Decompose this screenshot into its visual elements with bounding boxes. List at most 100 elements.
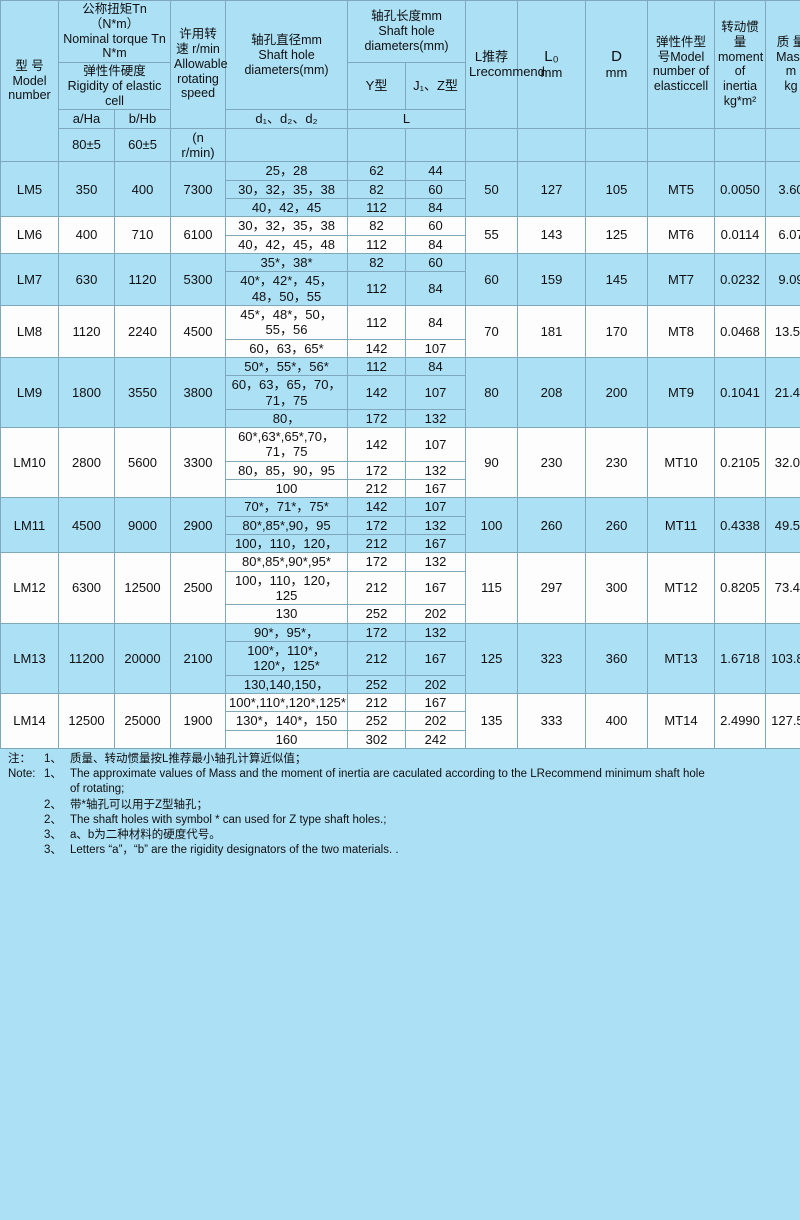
cell-length-y-type: 82: [347, 179, 407, 199]
cell-length-jz-type: 60: [405, 216, 467, 236]
cell-elastic-cell-model: MT12: [647, 552, 716, 624]
cell-l-recommend: 125: [465, 622, 519, 695]
cell-model-number: LM12: [0, 552, 59, 624]
cell-shaft-hole-diameter: 130: [225, 604, 349, 624]
cell-torque-b: 1120: [113, 252, 172, 306]
cell-length-y-type: 112: [347, 271, 407, 306]
cell-length-jz-type: 132: [405, 552, 467, 572]
cell-moment-of-inertia: 0.8205: [714, 552, 767, 624]
header-row-4: 80±5 60±5 (n r/min): [1, 127, 800, 163]
cell-allowable-speed: 3300: [170, 427, 227, 499]
header-l0-spacer: [517, 127, 587, 163]
cell-length-y-type: 212: [347, 641, 407, 676]
cell-length-jz-type: 202: [405, 604, 467, 624]
table-row: LM9 1800 3550 3800 50*，55*，56* 112 84 80 208 200 M…: [0, 356, 800, 429]
cell-torque-b: 5600: [113, 427, 172, 499]
cell-shaft-hole-diameter: 130*，140*，150: [225, 711, 349, 731]
header-mass-spacer: [765, 127, 800, 163]
cell-shaft-hole-diameter: 80*,85*,90*,95*: [225, 552, 349, 572]
header-l-label: L: [347, 109, 467, 129]
note-text: a、b为二种材料的硬度代号。: [70, 828, 221, 841]
cell-elastic-cell-model: MT6: [647, 216, 716, 254]
note-row-en-2: 2、 The shaft holes with symbol * can use…: [0, 813, 800, 828]
cell-shaft-hole-diameter: 100*，110*，120*，125*: [225, 641, 349, 676]
note-text: The shaft holes with symbol * can used f…: [70, 813, 387, 826]
cell-moment-of-inertia: 0.4338: [714, 497, 767, 554]
coupling-spec-table: 型 号 Model number 公称扭矩Tn（N*m） Nominal tor…: [0, 0, 800, 750]
cell-torque-b: 25000: [113, 693, 172, 750]
cell-length-jz-type: 107: [405, 497, 467, 517]
cell-shaft-hole-diameter: 70*，71*，75*: [225, 497, 349, 517]
cell-torque-a: 2800: [58, 427, 115, 499]
cell-l-recommend: 115: [465, 552, 519, 624]
cell-torque-a: 1800: [58, 356, 115, 429]
cell-shaft-hole-diameter: 45*，48*，50，55，56: [225, 304, 349, 340]
note-text: The approximate values of Mass and the m…: [70, 768, 705, 781]
cell-allowable-speed: 4500: [170, 304, 227, 358]
cell-l0: 127: [517, 161, 587, 218]
cell-shaft-hole-diameter: 100*,110*,120*,125*: [225, 693, 349, 713]
table-row: LM8 1120 2240 4500 45*，48*，50，55，56 112 84 70 18…: [0, 304, 800, 358]
table-row: 130 252 202: [1, 604, 800, 624]
table-row: 80*,85*,90，95 172 132: [1, 515, 800, 536]
note-number: 3、: [44, 844, 62, 857]
cell-torque-a: 4500: [58, 497, 115, 554]
cell-d: 260: [585, 497, 649, 554]
table-row: LM14 12500 25000 1900 100*,110*,120*,125* 212…: [0, 693, 800, 750]
note-row-en-3: 3、 Letters “a”，“b” are the rigidity desi…: [0, 843, 800, 858]
header-elastic-cell-model: 弹性件型号Model number of elasticcell: [647, 0, 716, 129]
note-number: 1、: [44, 768, 62, 781]
cell-l-recommend: 50: [465, 161, 519, 218]
cell-l0: 143: [517, 216, 587, 254]
note-row-cn-1: 注： 1、 质量、转动惯量按L推荐最小轴孔计算近似值；: [0, 752, 800, 767]
cell-d: 170: [585, 304, 649, 358]
header-jz-spacer: [405, 127, 467, 163]
cell-length-y-type: 142: [347, 338, 407, 358]
cell-length-jz-type: 132: [405, 515, 467, 536]
cell-shaft-hole-diameter: 40，42，45，48: [225, 234, 349, 254]
cell-mass: 103.86: [765, 622, 800, 695]
cell-l0: 260: [517, 497, 587, 554]
cell-torque-b: 12500: [113, 552, 172, 624]
cell-l-recommend: 70: [465, 304, 519, 358]
notes-block: 注： 1、 质量、转动惯量按L推荐最小轴孔计算近似值； Note: 1、 The…: [0, 749, 800, 865]
cell-model-number: LM8: [0, 304, 59, 358]
cell-d: 300: [585, 552, 649, 624]
cell-shaft-hole-diameter: 80，85，90，95: [225, 460, 349, 481]
cell-allowable-speed: 3800: [170, 356, 227, 429]
cell-length-y-type: 302: [347, 729, 407, 750]
cell-length-jz-type: 107: [405, 338, 467, 358]
cell-model-number: LM5: [0, 161, 59, 218]
cell-torque-a: 630: [58, 252, 115, 306]
cell-l0: 333: [517, 693, 587, 750]
cell-length-jz-type: 60: [405, 252, 467, 273]
table-row: 30，32，35，38 82 60: [1, 179, 800, 199]
cell-length-y-type: 82: [347, 252, 407, 273]
cell-allowable-speed: 7300: [170, 161, 227, 218]
header-d: D mm: [585, 0, 649, 129]
header-l-recommend: L推荐 Lrecommend: [465, 0, 545, 129]
header-row-3: a/Ha b/Hb d₁、d₂、d₂ L: [1, 109, 800, 129]
cell-torque-a: 1120: [58, 304, 115, 358]
cell-length-y-type: 172: [347, 622, 407, 643]
cell-l-recommend: 135: [465, 693, 519, 750]
cell-length-y-type: 112: [347, 197, 407, 218]
table-row: LM12 6300 12500 2500 80*,85*,90*,95* 172 132 11…: [0, 552, 800, 624]
table-header: 型 号 Model number 公称扭矩Tn（N*m） Nominal tor…: [0, 0, 800, 163]
cell-length-y-type: 252: [347, 711, 407, 731]
cell-torque-b: 3550: [113, 356, 172, 429]
header-moment-of-inertia: 转动惯量 moment of inertia kg*m²: [714, 0, 767, 129]
cell-length-y-type: 82: [347, 216, 407, 236]
header-lrec-spacer: [465, 127, 519, 163]
cell-length-y-type: 172: [347, 460, 407, 481]
cell-model-number: LM9: [0, 356, 59, 429]
cell-length-y-type: 112: [347, 234, 407, 254]
header-elastic-spacer: [647, 127, 716, 163]
header-rigidity-b-value: 60±5: [113, 127, 172, 163]
cell-allowable-speed: 2500: [170, 552, 227, 624]
header-shaft-dia-symbols: d₁、d₂、d₂: [225, 109, 349, 129]
table-row: 100 212 167: [1, 479, 800, 499]
cell-model-number: LM10: [0, 427, 59, 499]
cell-elastic-cell-model: MT8: [647, 304, 716, 358]
cell-length-jz-type: 60: [405, 179, 467, 199]
